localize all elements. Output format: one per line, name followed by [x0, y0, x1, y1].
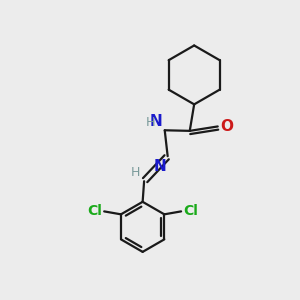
- Text: N: N: [153, 158, 166, 173]
- Text: O: O: [221, 119, 234, 134]
- Text: N: N: [150, 114, 162, 129]
- Text: H: H: [145, 116, 155, 128]
- Text: H: H: [131, 166, 141, 179]
- Text: Cl: Cl: [184, 204, 198, 218]
- Text: Cl: Cl: [87, 204, 102, 218]
